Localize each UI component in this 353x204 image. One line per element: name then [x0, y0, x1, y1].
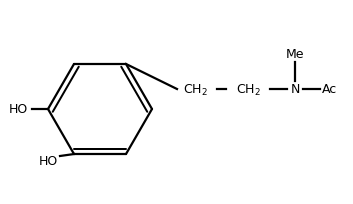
- Text: CH$_2$: CH$_2$: [235, 82, 261, 97]
- Text: Ac: Ac: [322, 83, 337, 96]
- Text: CH$_2$: CH$_2$: [183, 82, 208, 97]
- Text: HO: HO: [8, 103, 28, 116]
- Text: N: N: [290, 83, 300, 96]
- Text: Me: Me: [286, 48, 304, 61]
- Text: HO: HO: [38, 155, 58, 168]
